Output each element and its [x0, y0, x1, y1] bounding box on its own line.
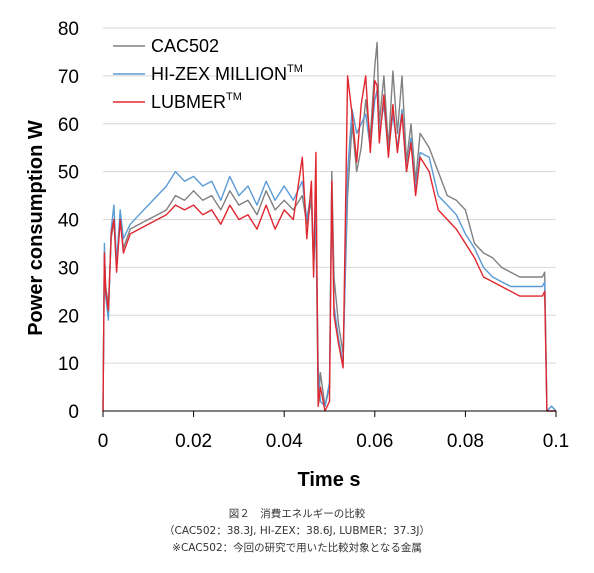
y-tick-label: 0: [68, 402, 79, 423]
x-tick-label: 0.02: [175, 431, 212, 452]
y-axis-title: Power consumption W: [25, 120, 47, 336]
caption-note: ※CAC502：今回の研究で用いた比較対象となる金属: [172, 542, 422, 554]
tick-labels: 0 10 20 30 40 50 60 70 80 0 0.02 0.04 0.06 0.08 0.1: [58, 19, 569, 452]
y-tick-label: 40: [58, 211, 79, 232]
power-consumption-chart: 0 10 20 30 40 50 60 70 80 0 0.02 0.04 0.06 0.08 0.1 Ti…: [25, 19, 569, 491]
x-tick-label: 0.08: [447, 431, 484, 452]
figure-caption: 図２ 消費エネルギーの比較 （CAC502：38.3J, HI-ZEX：38.6…: [0, 506, 594, 557]
y-tick-label: 80: [58, 19, 79, 40]
y-tick-label: 30: [58, 258, 79, 279]
x-tick-label: 0.1: [543, 431, 569, 452]
x-tick-label: 0.06: [356, 431, 393, 452]
legend-name-0: CAC502: [151, 36, 219, 56]
axes: [102, 410, 557, 417]
caption-title: 図２ 消費エネルギーの比較: [228, 508, 366, 520]
legend-label-0: CAC502: [151, 36, 219, 56]
y-tick-label: 70: [58, 67, 79, 88]
series-line-0: [102, 41, 557, 412]
series-line-1: [102, 89, 557, 412]
series-line-2: [102, 75, 556, 412]
legend-label-1: HI-ZEX MILLIONTM: [151, 63, 303, 84]
x-tick-label: 0: [98, 431, 109, 452]
x-tick-label: 0.04: [266, 431, 303, 452]
legend-name-1: HI-ZEX MILLION: [151, 64, 287, 84]
caption-values: （CAC502：38.3J, HI-ZEX：38.6J, LUBMER：37.3…: [164, 525, 430, 537]
y-tick-label: 20: [58, 306, 79, 327]
legend-superscript-2: TM: [226, 91, 242, 103]
legend-superscript-1: TM: [287, 63, 303, 75]
y-tick-label: 10: [58, 354, 79, 375]
legend-name-2: LUBMER: [151, 92, 226, 112]
y-tick-label: 60: [58, 115, 79, 136]
series-lines: [102, 41, 557, 412]
gridlines: [103, 27, 556, 364]
x-axis-title: Time s: [298, 469, 361, 491]
y-tick-label: 50: [58, 163, 79, 184]
legend-label-2: LUBMERTM: [151, 91, 242, 112]
